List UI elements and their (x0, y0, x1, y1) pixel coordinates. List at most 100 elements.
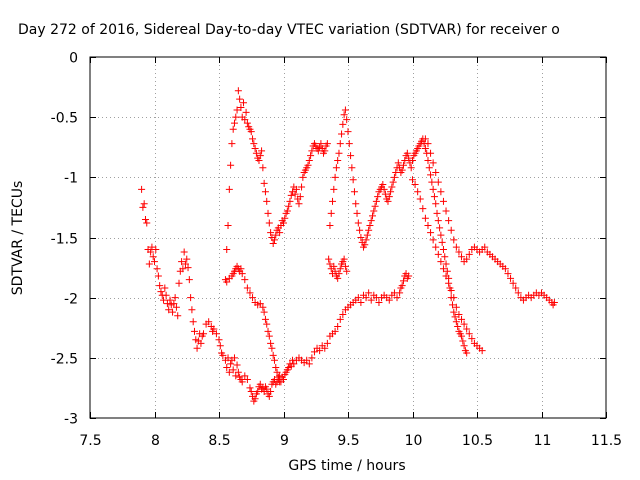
data-point (507, 274, 515, 282)
data-point (452, 243, 460, 251)
data-point (343, 267, 351, 275)
data-point (326, 221, 334, 229)
data-point (252, 149, 260, 157)
data-point (424, 221, 432, 229)
data-point (463, 349, 471, 357)
x-axis-label: GPS time / hours (288, 458, 405, 474)
data-point (380, 185, 388, 193)
data-point (437, 188, 445, 196)
data-point (352, 200, 360, 208)
data-point (421, 214, 429, 222)
data-point (317, 140, 325, 148)
data-point (166, 296, 174, 304)
data-point (229, 125, 237, 133)
data-point (205, 318, 213, 326)
data-point (509, 279, 517, 287)
data-point (280, 219, 287, 227)
data-point (261, 188, 269, 196)
data-point (227, 360, 235, 368)
data-point (398, 282, 406, 290)
data-point (259, 164, 267, 172)
data-point (374, 193, 382, 201)
data-point (210, 325, 218, 333)
data-point (321, 344, 329, 352)
data-point (265, 332, 273, 340)
data-point (305, 156, 313, 164)
data-point (366, 221, 374, 229)
data-point (325, 255, 333, 263)
data-point (354, 219, 362, 227)
x-tick-label: 9.5 (337, 433, 359, 449)
data-point (334, 274, 342, 282)
data-point (225, 368, 233, 376)
data-point (365, 289, 373, 297)
data-point (442, 207, 450, 215)
data-point (335, 149, 343, 157)
data-point (405, 154, 413, 162)
data-point (468, 335, 476, 343)
data-point (363, 231, 371, 239)
data-point (336, 140, 344, 148)
data-point (259, 303, 267, 311)
data-point (310, 348, 318, 356)
y-tick-label: -2 (64, 292, 78, 308)
data-point (156, 282, 164, 290)
data-point (447, 226, 455, 234)
data-point (367, 296, 375, 304)
data-point (232, 113, 240, 121)
data-point (403, 149, 411, 157)
data-point (390, 173, 398, 181)
data-point (385, 193, 393, 201)
data-point (243, 119, 251, 127)
data-point (264, 209, 272, 217)
data-point (303, 356, 311, 364)
data-point (336, 315, 344, 323)
data-point (458, 315, 466, 323)
data-point (308, 354, 316, 362)
data-point (442, 260, 450, 268)
data-point (200, 330, 208, 338)
data-point (345, 140, 353, 148)
data-point (276, 378, 284, 386)
data-point (372, 197, 380, 205)
data-point (437, 231, 445, 239)
data-point (452, 303, 460, 311)
data-point (350, 188, 358, 196)
data-point (481, 243, 489, 251)
data-point (316, 347, 324, 355)
data-point (274, 373, 282, 381)
data-point (261, 315, 269, 323)
data-point (285, 202, 293, 210)
data-point (185, 276, 193, 284)
y-tick-label: -3 (64, 412, 78, 428)
data-point (299, 173, 307, 181)
data-point (388, 183, 396, 191)
data-point (334, 156, 342, 164)
data-point (179, 265, 187, 273)
data-point (341, 262, 349, 270)
data-point (225, 185, 233, 193)
data-point (454, 323, 462, 331)
data-point (430, 193, 438, 201)
data-point (263, 197, 271, 205)
x-tick-label: 7.5 (79, 433, 101, 449)
data-point (230, 119, 238, 127)
data-point (236, 95, 244, 103)
data-point (153, 265, 161, 273)
data-point (264, 327, 272, 335)
data-point (323, 140, 331, 148)
data-point (361, 241, 369, 249)
data-point (247, 128, 255, 136)
axis-ticks (90, 57, 607, 419)
x-tick-label: 11 (534, 433, 552, 449)
data-point (171, 294, 179, 302)
data-point (272, 363, 280, 371)
data-point (240, 99, 248, 107)
data-point (432, 243, 440, 251)
data-point (251, 144, 259, 152)
data-point (428, 178, 436, 186)
data-point (421, 135, 429, 143)
data-point (339, 120, 347, 128)
data-point (234, 87, 242, 95)
data-point (237, 265, 245, 273)
